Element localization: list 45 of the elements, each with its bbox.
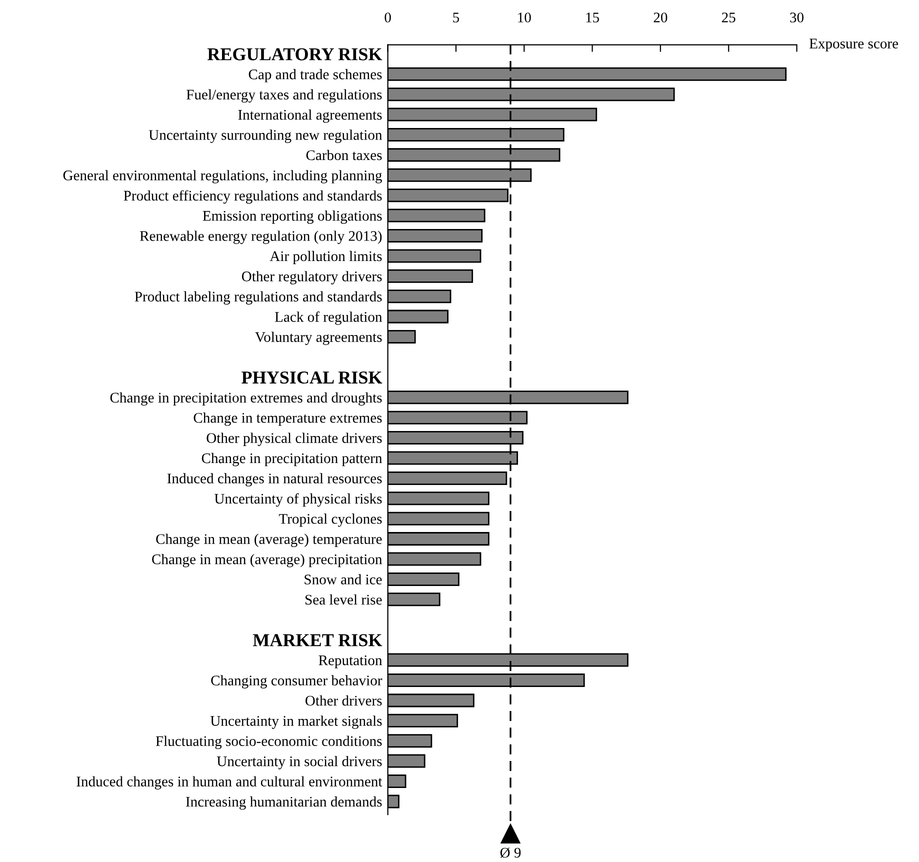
y-tick-label: Increasing humanitarian demands	[186, 796, 382, 810]
y-tick-label: PHYSICAL RISK	[242, 371, 382, 384]
y-tick-label: Lack of regulation	[274, 311, 382, 325]
y-tick-label: Reputation	[318, 655, 382, 668]
y-tick-label: Air pollution limits	[270, 250, 382, 264]
y-tick-label: Fuel/energy taxes and regulations	[186, 89, 382, 103]
y-tick-label: Changing consumer behavior	[211, 675, 382, 688]
x-tick-label: 10	[518, 12, 531, 22]
y-tick-label: Uncertainty of physical risks	[214, 493, 382, 507]
y-tick-label: Tropical cyclones	[278, 514, 382, 527]
x-tick-label: 0	[384, 12, 391, 22]
y-tick-label: Change in temperature extremes	[194, 412, 382, 426]
y-tick-label: Product labeling regulations and standards	[134, 291, 382, 305]
y-tick-label: Snow and ice	[304, 574, 382, 584]
y-tick-label: Renewable energy regulation (only 2013)	[140, 230, 382, 244]
y-tick-label: International agreements	[238, 109, 382, 123]
x-tick-label: 25	[722, 12, 736, 22]
ref-line-label: Ø 9	[500, 848, 521, 858]
y-tick-label: Uncertainty in social drivers	[216, 756, 382, 770]
y-tick-label: Induced changes in human and cultural environment	[76, 776, 382, 790]
x-tick-label: 20	[654, 12, 668, 22]
x-tick-label: 15	[586, 12, 600, 22]
y-tick-label: Change in precipitation extremes and droughts	[110, 392, 382, 406]
y-tick-label: Sea level rise	[305, 594, 382, 605]
y-tick-label: Fluctuating socio-economic conditions	[156, 736, 382, 750]
y-tick-label: Uncertainty in market signals	[210, 716, 382, 729]
y-tick-label: Emission reporting obligations	[202, 210, 382, 224]
y-tick-label: Uncertainty surrounding new regulation	[148, 130, 382, 143]
y-tick-label: Carbon taxes	[306, 150, 382, 160]
y-tick-label: General environmental regulations, including planning	[63, 170, 382, 184]
y-tick-label: Change in mean (average) temperature	[156, 534, 382, 548]
y-tick-label: Voluntary agreements	[255, 332, 382, 345]
x-tick-label: 30	[790, 12, 804, 22]
y-tick-label: REGULATORY RISK	[207, 48, 382, 60]
x-axis-title: Exposure score	[809, 38, 898, 52]
y-tick-label: Induced changes in natural resources	[167, 473, 382, 486]
y-tick-label: Other drivers	[306, 695, 382, 706]
y-tick-label: Product efficiency regulations and standards	[124, 190, 382, 204]
y-tick-label: MARKET RISK	[252, 634, 382, 646]
y-tick-label: Cap and trade schemes	[248, 69, 382, 82]
x-tick-label: 5	[453, 12, 460, 22]
y-tick-label: Change in mean (average) precipitation	[152, 554, 382, 568]
y-tick-label: Other regulatory drivers	[242, 271, 382, 284]
y-tick-label: Change in precipitation pattern	[202, 452, 382, 466]
y-tick-label: Other physical climate drivers	[206, 432, 382, 446]
